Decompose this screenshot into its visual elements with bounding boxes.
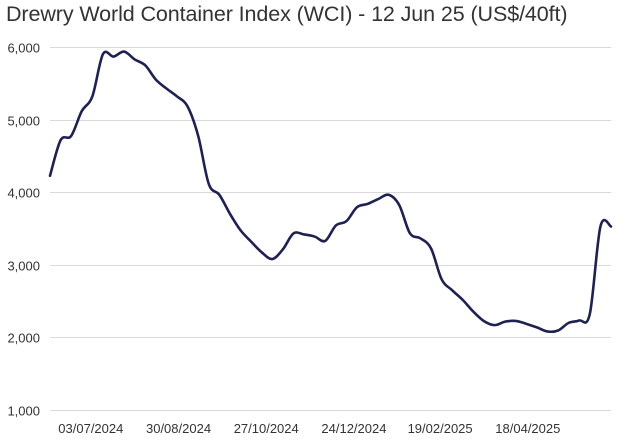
y-tick-label: 2,000 bbox=[7, 331, 40, 346]
y-tick-label: 5,000 bbox=[7, 114, 40, 129]
x-tick-label: 03/07/2024 bbox=[58, 421, 123, 436]
x-tick-label: 18/04/2025 bbox=[495, 421, 560, 436]
series-layer bbox=[48, 50, 613, 334]
x-tick-label: 27/10/2024 bbox=[234, 421, 299, 436]
y-axis-tick-labels: 1,000 2,000 3,000 4,000 5,000 6,000 bbox=[7, 41, 40, 419]
x-tick-label: 24/12/2024 bbox=[321, 421, 386, 436]
x-tick-label: 19/02/2025 bbox=[408, 421, 473, 436]
chart-title: Drewry World Container Index (WCI) - 12 … bbox=[6, 2, 568, 26]
x-axis-tick-labels: 03/07/2024 30/08/2024 27/10/2024 24/12/2024… bbox=[58, 421, 560, 436]
y-tick-label: 4,000 bbox=[7, 186, 40, 201]
gridlines bbox=[50, 47, 611, 411]
y-tick-label: 1,000 bbox=[7, 404, 40, 419]
wci-series-line bbox=[48, 50, 613, 334]
y-tick-label: 3,000 bbox=[7, 259, 40, 274]
x-tick-label: 30/08/2024 bbox=[146, 421, 211, 436]
y-tick-label: 6,000 bbox=[7, 41, 40, 56]
